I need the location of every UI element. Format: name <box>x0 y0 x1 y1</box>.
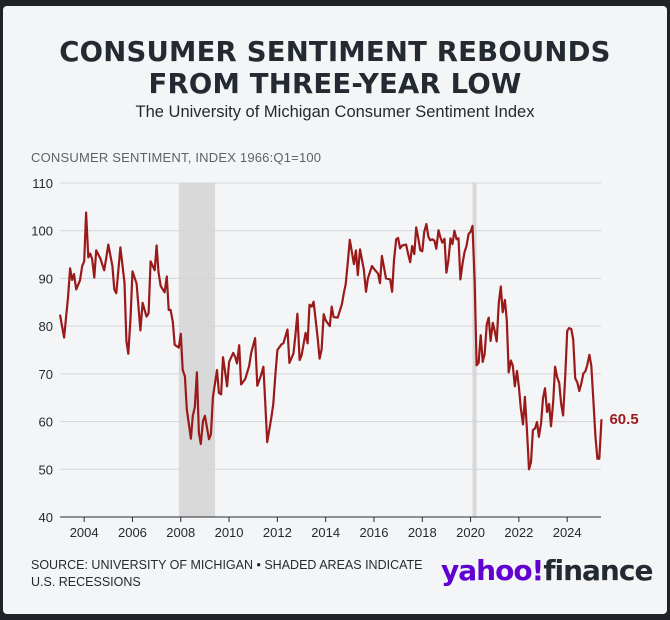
x-tick-label-2008: 2008 <box>166 525 195 540</box>
x-tick-label-2016: 2016 <box>360 525 389 540</box>
x-tick-label-2004: 2004 <box>70 525 99 540</box>
y-tick-label-80: 80 <box>39 319 53 334</box>
chart-title-line-2: FROM THREE-YEAR LOW <box>148 68 522 100</box>
y-tick-label-110: 110 <box>32 176 53 191</box>
x-tick-label-2022: 2022 <box>504 525 533 540</box>
y-tick-label-40: 40 <box>39 510 53 525</box>
x-tick-label-2024: 2024 <box>553 525 582 540</box>
sentiment-line <box>58 211 603 471</box>
x-tick-label-2018: 2018 <box>408 525 437 540</box>
x-tick-label-2006: 2006 <box>118 525 147 540</box>
recession-shade-1 <box>178 183 216 517</box>
x-tick-label-2012: 2012 <box>263 525 292 540</box>
end-value-label: 60.5 <box>609 411 638 428</box>
chart-card: CONSUMER SENTIMENT REBOUNDS FROM THREE-Y… <box>3 6 667 614</box>
x-tick-label-2014: 2014 <box>311 525 340 540</box>
x-tick-label-2010: 2010 <box>215 525 244 540</box>
chart-title-line-1: CONSUMER SENTIMENT REBOUNDS <box>59 36 611 68</box>
y-tick-label-100: 100 <box>31 224 53 239</box>
y-tick-label-50: 50 <box>39 462 53 477</box>
recession-shade-2 <box>472 183 477 517</box>
y-tick-label-90: 90 <box>39 271 53 286</box>
x-tick-label-2020: 2020 <box>456 525 485 540</box>
source-note: SOURCE: UNIVERSITY OF MICHIGAN • SHADED … <box>31 558 423 589</box>
y-tick-label-70: 70 <box>39 367 53 382</box>
logo-yahoo: yahoo! <box>441 554 544 587</box>
logo-finance: finance <box>543 554 653 587</box>
line-chart: 110 100 90 80 70 60 50 40 2004 2006 2008 2010 2012 2… <box>31 176 638 540</box>
chart-title: CONSUMER SENTIMENT REBOUNDS FROM THREE-Y… <box>3 36 667 100</box>
y-axis-title: CONSUMER SENTIMENT, INDEX 1966:Q1=100 <box>31 150 322 165</box>
y-tick-label-60: 60 <box>39 415 53 430</box>
chart-subtitle: The University of Michigan Consumer Sent… <box>135 103 535 121</box>
yahoo-finance-logo: yahoo!finance <box>441 554 653 587</box>
